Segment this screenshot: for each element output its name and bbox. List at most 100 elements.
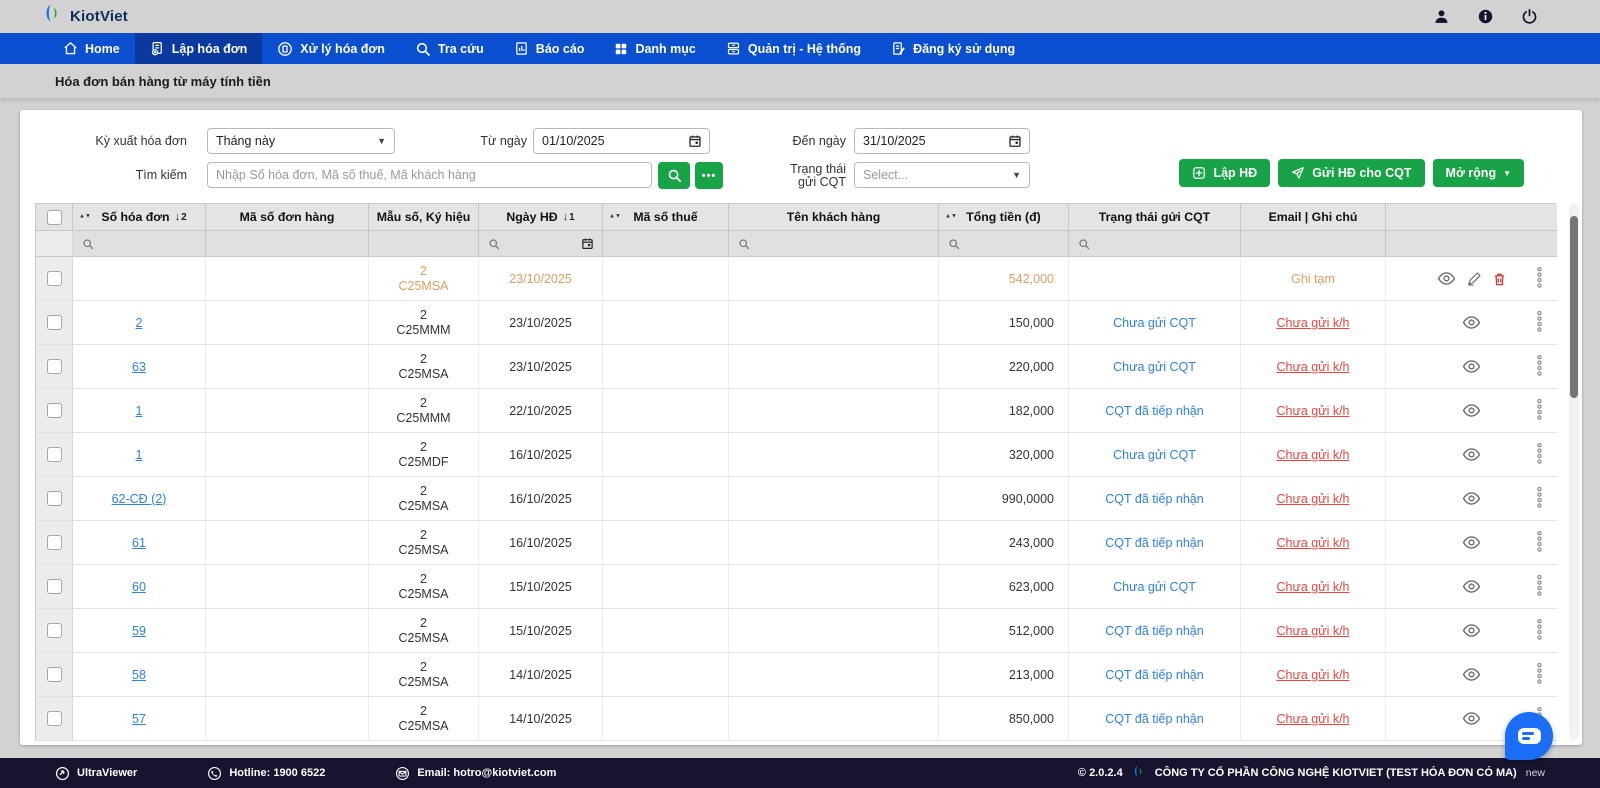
invoice-number-link[interactable]: 59 [132,623,146,638]
row-checkbox[interactable] [46,623,62,638]
chat-support-bubble[interactable] [1505,712,1553,760]
calendar-icon[interactable] [1008,134,1022,151]
view-eye-icon[interactable] [1462,711,1481,726]
row-checkbox[interactable] [46,535,62,550]
filter-ma-don-hang[interactable] [206,231,369,257]
nav-item-tra-cuu[interactable]: Tra cứu [400,33,499,64]
view-eye-icon[interactable] [1462,535,1481,550]
nav-item-danh-muc[interactable]: Danh mục [599,33,710,64]
row-menu-dots-icon[interactable] [1536,618,1543,643]
col-header-ma-so-thue[interactable]: ▲▼ Mã số thuế [603,204,729,231]
view-eye-icon[interactable] [1462,403,1481,418]
period-select[interactable]: Tháng này ▼ [207,128,395,154]
sort-icon[interactable]: ▲▼ [609,213,621,220]
nav-item-lap-hoa-don[interactable]: Lập hóa đơn [134,33,263,64]
user-profile-icon[interactable] [1433,8,1450,25]
cqt-status-link[interactable]: CQT đã tiếp nhận [1105,491,1204,506]
nav-item-bao-cao[interactable]: Báo cáo [499,33,600,64]
view-eye-icon[interactable] [1462,315,1481,330]
email-note-link[interactable]: Chưa gửi k/h [1276,359,1350,374]
row-checkbox[interactable] [46,359,62,374]
view-eye-icon[interactable] [1462,579,1481,594]
view-eye-icon[interactable] [1462,359,1481,374]
cqt-status-select[interactable]: Select... ▼ [854,162,1030,188]
calendar-icon[interactable] [688,134,702,151]
invoice-number-link[interactable]: 58 [132,667,146,682]
info-icon[interactable] [1477,8,1494,25]
cqt-status-link[interactable]: Chưa gửi CQT [1113,315,1196,330]
col-header-ma-don-hang[interactable]: Mã số đơn hàng [206,204,369,231]
send-invoice-cqt-button[interactable]: Gửi HĐ cho CQT [1278,159,1425,187]
sort-icon[interactable]: ▲▼ [945,213,957,220]
row-menu-dots-icon[interactable] [1536,574,1543,599]
email-note-link[interactable]: Chưa gửi k/h [1276,447,1350,462]
nav-item-quan-tri[interactable]: Quản trị - Hệ thống [711,33,876,64]
cqt-status-link[interactable]: Chưa gửi CQT [1113,447,1196,462]
filter-mau-so[interactable] [369,231,479,257]
cqt-status-link[interactable]: CQT đã tiếp nhận [1105,535,1204,550]
filter-ten-khach-hang[interactable] [729,231,939,257]
expand-menu-button[interactable]: Mở rộng ▼ [1432,159,1524,187]
filter-ma-so-thue[interactable] [603,231,729,257]
footer-email[interactable]: Email: hotro@kiotviet.com [395,766,556,781]
nav-item-xu-ly-hoa-don[interactable]: Xử lý hóa đơn [262,33,400,64]
footer-ultraviewer[interactable]: UltraViewer [55,766,137,781]
delete-trash-icon[interactable] [1492,271,1507,287]
email-note-link[interactable]: Chưa gửi k/h [1276,491,1350,506]
cqt-status-link[interactable]: Chưa gửi CQT [1113,359,1196,374]
cqt-status-link[interactable]: CQT đã tiếp nhận [1105,667,1204,682]
create-invoice-button[interactable]: Lập HĐ [1179,159,1271,187]
col-header-email-ghi-chu[interactable]: Email | Ghi chú [1241,204,1386,231]
col-header-trang-thai-cqt[interactable]: Trạng thái gửi CQT [1069,204,1241,231]
row-menu-dots-icon[interactable] [1536,266,1543,291]
row-checkbox[interactable] [46,711,62,726]
invoice-number-link[interactable]: 1 [135,447,143,462]
filter-trang-thai-cqt[interactable] [1069,231,1241,257]
invoice-number-link[interactable]: 61 [132,535,146,550]
nav-item-dang-ky[interactable]: Đăng ký sử dụng [876,33,1030,64]
invoice-number-link[interactable]: 60 [132,579,146,594]
invoice-number-link[interactable]: 62-CĐ (2) [111,491,167,506]
view-eye-icon[interactable] [1462,491,1481,506]
more-search-options-button[interactable]: ••• [695,162,723,189]
view-eye-icon[interactable] [1462,667,1481,682]
col-header-tong-tien[interactable]: ▲▼ Tổng tiền (đ) [939,204,1069,231]
cqt-status-link[interactable]: CQT đã tiếp nhận [1105,711,1204,726]
calendar-icon[interactable] [581,237,594,255]
email-note-link[interactable]: Chưa gửi k/h [1276,403,1350,418]
row-menu-dots-icon[interactable] [1536,530,1543,555]
cqt-status-link[interactable]: CQT đã tiếp nhận [1105,403,1204,418]
row-checkbox[interactable] [46,271,62,286]
sort-icon[interactable]: ▲▼ [79,213,91,220]
row-menu-dots-icon[interactable] [1536,310,1543,335]
email-note-link[interactable]: Chưa gửi k/h [1276,315,1350,330]
kiotviet-logo[interactable]: KiotViet [42,3,128,30]
to-date-input[interactable]: 31/10/2025 [854,128,1030,154]
row-menu-dots-icon[interactable] [1536,486,1543,511]
email-note-link[interactable]: Chưa gửi k/h [1276,579,1350,594]
filter-ngay-hd[interactable] [479,231,603,257]
footer-hotline[interactable]: Hotline: 1900 6522 [207,766,325,781]
vertical-scrollbar[interactable] [1569,203,1579,740]
col-header-ngay-hd[interactable]: Ngày HĐ ↓ 1 [479,204,603,231]
invoice-number-link[interactable]: 2 [135,315,143,330]
row-checkbox[interactable] [46,315,62,330]
from-date-input[interactable]: 01/10/2025 [533,128,710,154]
invoice-number-link[interactable]: 63 [132,359,146,374]
view-eye-icon[interactable] [1462,623,1481,638]
view-eye-icon[interactable] [1462,447,1481,462]
filter-so-hoa-don[interactable] [73,231,206,257]
row-checkbox[interactable] [46,667,62,682]
col-header-mau-so[interactable]: Mẫu số, Ký hiệu [369,204,479,231]
cqt-status-link[interactable]: CQT đã tiếp nhận [1105,623,1204,638]
filter-tong-tien[interactable] [939,231,1069,257]
email-note-link[interactable]: Chưa gửi k/h [1276,711,1350,726]
invoice-number-link[interactable]: 57 [132,711,146,726]
search-button[interactable] [658,162,690,189]
email-note-link[interactable]: Ghi tạm [1291,271,1335,286]
email-note-link[interactable]: Chưa gửi k/h [1276,623,1350,638]
invoice-number-link[interactable]: 1 [135,403,143,418]
email-note-link[interactable]: Chưa gửi k/h [1276,535,1350,550]
row-menu-dots-icon[interactable] [1536,354,1543,379]
row-checkbox[interactable] [46,403,62,418]
